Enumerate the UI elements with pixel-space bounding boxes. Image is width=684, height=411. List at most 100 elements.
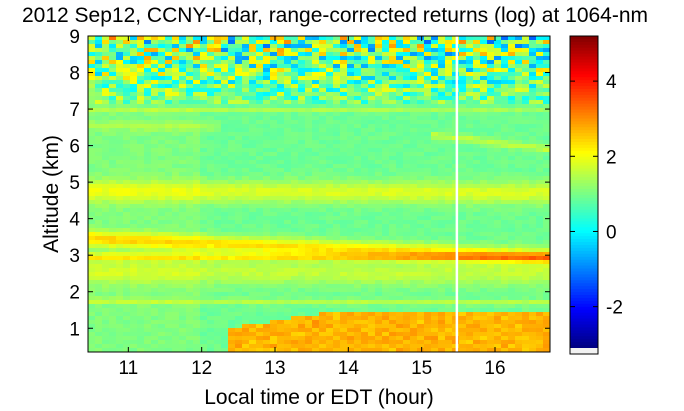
heatmap-cell bbox=[473, 328, 481, 333]
heatmap-cell bbox=[200, 56, 208, 61]
heatmap-cell bbox=[102, 132, 110, 137]
heatmap-cell bbox=[263, 172, 271, 177]
heatmap-cell bbox=[291, 72, 299, 77]
heatmap-cell bbox=[235, 168, 243, 173]
heatmap-cell bbox=[466, 304, 474, 309]
heatmap-cell bbox=[179, 100, 187, 105]
heatmap-cell bbox=[221, 308, 229, 313]
heatmap-cell bbox=[207, 92, 215, 97]
heatmap-cell bbox=[165, 148, 173, 153]
heatmap-cell bbox=[515, 64, 523, 69]
heatmap-cell bbox=[382, 300, 390, 305]
heatmap-cell bbox=[543, 240, 551, 245]
heatmap-cell bbox=[536, 116, 544, 121]
heatmap-cell bbox=[361, 320, 369, 325]
heatmap-cell bbox=[88, 204, 96, 209]
heatmap-cell bbox=[326, 168, 334, 173]
heatmap-cell bbox=[501, 264, 509, 269]
heatmap-cell bbox=[389, 108, 397, 113]
heatmap-cell bbox=[263, 112, 271, 117]
heatmap-cell bbox=[417, 108, 425, 113]
heatmap-cell bbox=[151, 280, 159, 285]
heatmap-cell bbox=[200, 172, 208, 177]
heatmap-cell bbox=[529, 208, 537, 213]
heatmap-cell bbox=[137, 272, 145, 277]
heatmap-cell bbox=[235, 192, 243, 197]
heatmap-cell bbox=[494, 204, 502, 209]
heatmap-cell bbox=[494, 120, 502, 125]
heatmap-cell bbox=[312, 152, 320, 157]
heatmap-cell bbox=[298, 76, 306, 81]
heatmap-cell bbox=[242, 168, 250, 173]
heatmap-cell bbox=[144, 128, 152, 133]
heatmap-cell bbox=[172, 68, 180, 73]
heatmap-cell bbox=[144, 336, 152, 341]
heatmap-cell bbox=[431, 60, 439, 65]
heatmap-cell bbox=[466, 76, 474, 81]
heatmap-cell bbox=[144, 212, 152, 217]
heatmap-cell bbox=[144, 276, 152, 281]
heatmap-cell bbox=[515, 320, 523, 325]
heatmap-cell bbox=[389, 52, 397, 57]
heatmap-cell bbox=[95, 168, 103, 173]
heatmap-cell bbox=[298, 72, 306, 77]
heatmap-cell bbox=[459, 268, 467, 273]
heatmap-cell bbox=[221, 328, 229, 333]
heatmap-cell bbox=[459, 36, 467, 41]
heatmap-cell bbox=[193, 48, 201, 53]
heatmap-cell bbox=[424, 192, 432, 197]
heatmap-cell bbox=[123, 84, 131, 89]
heatmap-cell bbox=[95, 216, 103, 221]
heatmap-cell bbox=[130, 240, 138, 245]
heatmap-cell bbox=[459, 244, 467, 249]
heatmap-cell bbox=[361, 156, 369, 161]
heatmap-cell bbox=[508, 192, 516, 197]
heatmap-cell bbox=[165, 212, 173, 217]
heatmap-cell bbox=[179, 208, 187, 213]
heatmap-cell bbox=[193, 324, 201, 329]
heatmap-cell bbox=[305, 232, 313, 237]
heatmap-cell bbox=[221, 284, 229, 289]
heatmap-cell bbox=[354, 220, 362, 225]
heatmap-cell bbox=[431, 116, 439, 121]
heatmap-cell bbox=[536, 216, 544, 221]
heatmap-cell bbox=[494, 236, 502, 241]
heatmap-cell bbox=[487, 48, 495, 53]
heatmap-cell bbox=[137, 316, 145, 321]
heatmap-cell bbox=[431, 40, 439, 45]
heatmap-cell bbox=[333, 172, 341, 177]
heatmap-cell bbox=[312, 36, 320, 41]
heatmap-cell bbox=[312, 108, 320, 113]
heatmap-cell bbox=[158, 324, 166, 329]
heatmap-cell bbox=[291, 104, 299, 109]
heatmap-cell bbox=[151, 132, 159, 137]
heatmap-cell bbox=[214, 56, 222, 61]
heatmap-cell bbox=[494, 140, 502, 145]
heatmap-cell bbox=[214, 168, 222, 173]
heatmap-cell bbox=[501, 308, 509, 313]
heatmap-cell bbox=[193, 164, 201, 169]
heatmap-cell bbox=[410, 332, 418, 337]
heatmap-cell bbox=[319, 300, 327, 305]
heatmap-cell bbox=[354, 52, 362, 57]
heatmap-cell bbox=[410, 312, 418, 317]
heatmap-cell bbox=[347, 160, 355, 165]
heatmap-cell bbox=[256, 312, 264, 317]
heatmap-cell bbox=[130, 304, 138, 309]
heatmap-cell bbox=[445, 284, 453, 289]
heatmap-cell bbox=[172, 164, 180, 169]
heatmap-cell bbox=[459, 92, 467, 97]
heatmap-cell bbox=[207, 192, 215, 197]
heatmap-cell bbox=[277, 328, 285, 333]
heatmap-cell bbox=[340, 88, 348, 93]
heatmap-cell bbox=[179, 252, 187, 257]
heatmap-cell bbox=[179, 128, 187, 133]
heatmap-cell bbox=[221, 312, 229, 317]
heatmap-cell bbox=[88, 308, 96, 313]
heatmap-cell bbox=[389, 236, 397, 241]
heatmap-cell bbox=[501, 272, 509, 277]
heatmap-cell bbox=[403, 40, 411, 45]
heatmap-cell bbox=[137, 36, 145, 41]
heatmap-cell bbox=[431, 296, 439, 301]
heatmap-cell bbox=[382, 256, 390, 261]
